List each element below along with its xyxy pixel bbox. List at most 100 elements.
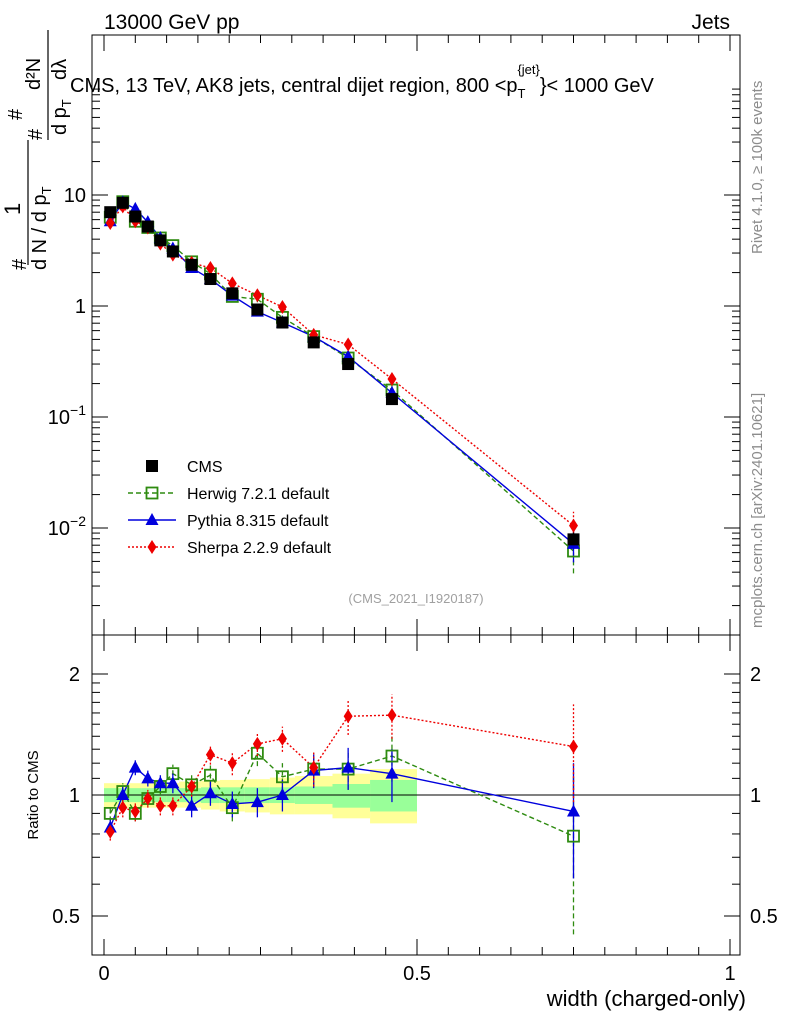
ratio-pythia-point [116, 788, 130, 800]
ratio-y-tick-label-right: 2 [750, 664, 761, 686]
ratio-sherpa-point [155, 798, 165, 813]
main-sherpa-point [205, 260, 215, 275]
ratio-pythia-point [341, 760, 355, 773]
ratio-herwig-point [103, 806, 117, 820]
ratio-inner-band [332, 784, 371, 808]
ratio-y-tick-label: 1 [69, 785, 80, 807]
main-y-tick-label: 10−1 [48, 402, 86, 429]
ratio-pythia-point [153, 776, 167, 789]
ratio-sherpa-point [143, 791, 153, 806]
ratio-axes: 0.5 0.5 1 1 2 2 0 0.5 1 [52, 635, 778, 985]
ylabel-den2-tail: dλ [49, 59, 71, 80]
main-cms-point [154, 234, 167, 247]
x-tick-label: 0.5 [403, 963, 431, 985]
ratio-pythia-point [225, 796, 239, 809]
main-sherpa-point [105, 215, 115, 230]
legend-pythia-marker [145, 513, 159, 525]
plot-title-sub: T [518, 86, 526, 101]
x-tick-label: 1 [724, 963, 735, 985]
analysis-category-label: Jets [691, 11, 730, 34]
ratio-y-tick-label: 0.5 [52, 906, 80, 928]
svg-text:CMS, 13 TeV, AK8 jets, central: CMS, 13 TeV, AK8 jets, central dijet reg… [70, 62, 655, 101]
main-cms-point [251, 303, 264, 316]
ratio-herwig-point [276, 770, 289, 784]
plot-title-sup: {jet} [517, 62, 540, 77]
main-cms-point [204, 273, 217, 286]
ratio-sherpa-point [569, 739, 578, 754]
main-sherpa-point [277, 299, 287, 314]
ratio-herwig-point [204, 768, 217, 782]
ratio-sherpa-point [168, 798, 178, 813]
main-cms-point [104, 206, 117, 219]
main-cms-point [141, 220, 154, 233]
main-y-axis-label: # 1 d N / d pT d²N # d pT # dλ [0, 30, 74, 270]
ratio-y-axis-label: Ratio to CMS [25, 750, 42, 839]
ratio-sherpa-point [118, 800, 128, 815]
legend-sherpa-marker [147, 540, 157, 554]
main-cms-point [342, 358, 355, 371]
ratio-y-tick-label-right: 0.5 [750, 906, 778, 928]
ylabel-frac-num: 1 [0, 203, 25, 215]
x-axis-label: width (charged-only) [546, 986, 746, 1011]
main-herwig-line [109, 200, 574, 552]
ratio-pythia-point [203, 786, 217, 799]
legend: CMS Herwig 7.2.1 default Pythia 8.315 defa… [128, 459, 332, 557]
ratio-sherpa-point [343, 709, 353, 724]
ratio-inner-band [370, 779, 417, 812]
main-cms-point [185, 258, 198, 271]
legend-pythia-label: Pythia 8.315 default [187, 513, 329, 530]
ratio-pythia-point [185, 798, 199, 811]
ratio-sherpa-point [227, 756, 237, 771]
ratio-sherpa-point [187, 779, 197, 794]
legend-herwig-label: Herwig 7.2.1 default [187, 486, 330, 503]
main-pythia-line [109, 201, 574, 545]
main-series-lines [109, 200, 574, 552]
ratio-herwig-point [567, 829, 580, 843]
main-markers [103, 195, 580, 558]
ratio-sherpa-point [105, 824, 115, 839]
ratio-sherpa-point [309, 760, 319, 775]
ylabel-num2: d²N [23, 58, 45, 90]
ylabel-hash-1: # [9, 258, 31, 270]
collision-label: 13000 GeV pp [104, 11, 239, 34]
main-axes: 10−2 10−1 1 10 [48, 35, 740, 635]
ratio-pythia-point [141, 771, 155, 784]
main-sherpa-point [387, 371, 397, 386]
ratio-pythia-point [128, 760, 142, 773]
ratio-pythia-point [275, 788, 289, 800]
main-y-tick-label: 1 [75, 296, 86, 318]
main-cms-point [276, 316, 289, 329]
legend-cms-marker [146, 460, 158, 472]
legend-herwig-marker [145, 486, 159, 500]
plot-title-prefix: CMS, 13 TeV, AK8 jets, central dijet reg… [70, 75, 518, 97]
main-cms-point [307, 336, 320, 349]
plot-title-suffix: }< 1000 GeV [540, 75, 655, 97]
ratio-sherpa-point [252, 736, 262, 751]
main-cms-point [166, 245, 179, 258]
main-sherpa-point [343, 337, 353, 352]
main-cms-point [129, 210, 142, 223]
main-cms-point [226, 287, 239, 300]
ratio-pythia-point [567, 804, 580, 817]
ylabel-den2: d pT [49, 99, 74, 135]
x-tick-label: 0 [98, 963, 109, 985]
ylabel-hash-2: # [5, 108, 27, 120]
main-y-tick-label: 10 [64, 185, 86, 207]
mcplots-label: mcplots.cern.ch [arXiv:2401.10621] [749, 393, 766, 628]
ratio-pythia-point [250, 795, 264, 808]
ratio-y-tick-label: 2 [69, 664, 80, 686]
ratio-sherpa-point [130, 804, 140, 819]
ratio-sherpa-point [387, 708, 397, 723]
ratio-sherpa-point [277, 731, 287, 746]
ylabel-hash-3: # [25, 128, 47, 140]
analysis-reference-note: (CMS_2021_I1920187) [348, 591, 483, 606]
legend-sherpa-label: Sherpa 2.2.9 default [187, 540, 332, 557]
main-sherpa-line [109, 205, 574, 527]
main-sherpa-point [227, 276, 237, 291]
ratio-sherpa-point [205, 747, 215, 762]
main-sherpa-point [252, 288, 262, 303]
ratio-markers [103, 708, 580, 843]
ratio-herwig-point [385, 749, 399, 763]
main-y-tick-label: 10−2 [48, 513, 86, 540]
